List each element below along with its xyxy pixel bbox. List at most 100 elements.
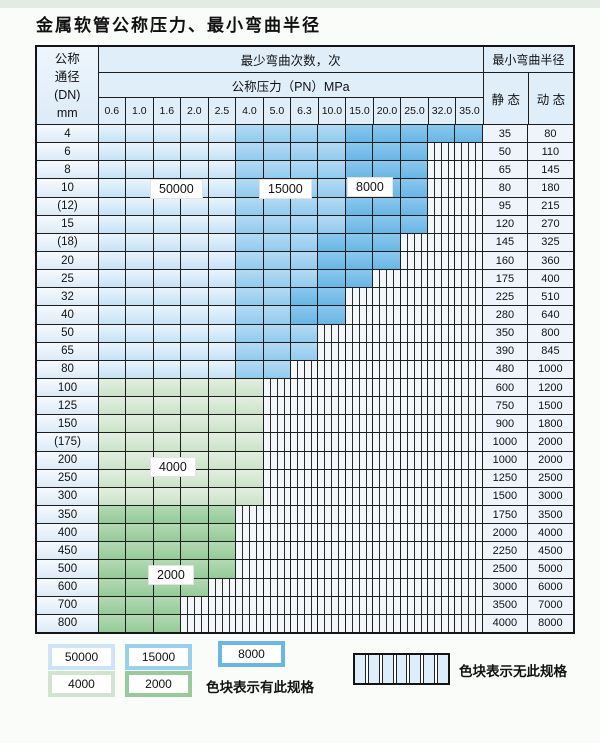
- no-spec-cell: [455, 524, 483, 542]
- spec-cell-15000: [263, 342, 291, 360]
- spec-cell-2000: [126, 578, 154, 596]
- dynamic-cell: 3000: [527, 487, 573, 505]
- no-spec-cell: [263, 542, 291, 560]
- spec-cell-15000: [263, 306, 291, 324]
- spec-cell-8000: [345, 270, 374, 288]
- spec-cell-15000: [290, 161, 319, 179]
- no-spec-cell: [318, 596, 346, 614]
- dynamic-cell: 215: [527, 197, 573, 215]
- spec-cell-15000: [318, 215, 346, 233]
- no-spec-cell: [400, 251, 429, 270]
- static-cell: 4000: [482, 614, 528, 632]
- spec-cell-50000: [99, 324, 127, 342]
- static-cell: 3000: [482, 578, 528, 596]
- spec-cell-50000: [126, 288, 154, 306]
- no-spec-cell: [318, 614, 346, 632]
- no-spec-cell: [263, 397, 291, 415]
- no-spec-cell: [373, 288, 401, 306]
- spec-cell-50000: [153, 288, 182, 306]
- no-spec-cell: [400, 505, 429, 524]
- spec-cell-15000: [236, 161, 264, 179]
- spec-cell-8000: [400, 143, 429, 161]
- no-spec-cell: [290, 469, 319, 487]
- legend-swatch-50000: 50000: [48, 644, 115, 670]
- no-spec-cell: [428, 433, 456, 451]
- spec-cell-15000: [318, 143, 346, 161]
- no-spec-cell: [428, 197, 456, 215]
- no-spec-cell: [455, 433, 483, 451]
- no-spec-cell: [400, 433, 429, 451]
- spec-cell-4000: [208, 487, 237, 505]
- table-row: 200 1000 2000: [37, 450, 573, 469]
- spec-cell-2000: [208, 542, 237, 560]
- spec-cell-15000: [263, 288, 291, 306]
- no-spec-cell: [373, 578, 401, 596]
- spec-cell-4000: [126, 487, 154, 505]
- spec-cell-8000: [318, 288, 346, 306]
- pressure-tick: 5.0: [264, 98, 292, 124]
- no-spec-cell: [428, 288, 456, 306]
- spec-cell-8000: [400, 179, 429, 197]
- spec-cell-50000: [208, 270, 237, 288]
- spec-cell-2000: [126, 505, 154, 524]
- table-body: 4 35 80 6 50 110 8 65 145 10 80 180 (12) 95 215 15 120 27…: [37, 124, 573, 632]
- no-spec-cell: [455, 197, 483, 215]
- pressure-header: 公称压力（PN）MPa: [98, 73, 483, 98]
- spec-cell-4000: [236, 378, 264, 397]
- table-header: 公称 通径 (DN) mm 最少弯曲次数，次 公称压力（PN）MPa 0.6 1.…: [37, 47, 573, 124]
- table-row: 50 350 800: [37, 323, 573, 342]
- table-row: 700 3500 7000: [37, 595, 573, 614]
- spec-cell-50000: [153, 143, 182, 161]
- spec-cell-8000: [373, 215, 401, 233]
- no-spec-cell: [373, 360, 401, 378]
- table-row: 40 280 640: [37, 305, 573, 324]
- no-spec-cell: [400, 614, 429, 632]
- table-row: 350 1750 3500: [37, 504, 573, 524]
- spec-cell-4000: [153, 397, 182, 415]
- region-label-2000: 2000: [148, 565, 194, 585]
- spec-cell-50000: [208, 179, 237, 197]
- spec-cell-8000: [400, 161, 429, 179]
- no-spec-cell: [236, 614, 264, 632]
- dn-cell: 500: [37, 560, 99, 578]
- no-spec-cell: [345, 524, 374, 542]
- spec-cell-15000: [263, 270, 291, 288]
- static-cell: 2500: [482, 560, 528, 578]
- no-spec-cell: [318, 469, 346, 487]
- no-spec-cell: [263, 505, 291, 524]
- spec-cell-15000: [318, 161, 346, 179]
- spec-cell-15000: [290, 342, 319, 360]
- static-dynamic-headers: 静 态 动 态: [484, 73, 573, 124]
- spec-cell-4000: [208, 433, 237, 451]
- no-spec-cell: [318, 378, 346, 397]
- no-spec-cell: [455, 233, 483, 251]
- dynamic-cell: 1800: [527, 415, 573, 433]
- no-spec-cell: [455, 505, 483, 524]
- no-spec-cell: [400, 360, 429, 378]
- no-spec-cell: [428, 397, 456, 415]
- spec-cell-50000: [208, 125, 237, 143]
- dynamic-cell: 6000: [527, 578, 573, 596]
- static-cell: 225: [482, 288, 528, 306]
- spec-cell-4000: [99, 415, 127, 433]
- no-spec-cell: [400, 451, 429, 469]
- no-spec-cell: [400, 342, 429, 360]
- no-spec-cell: [428, 614, 456, 632]
- no-spec-cell: [428, 360, 456, 378]
- spec-cell-50000: [208, 143, 237, 161]
- dynamic-cell: 640: [527, 306, 573, 324]
- spec-cell-50000: [126, 125, 154, 143]
- table-row: 500 2500 5000: [37, 559, 573, 578]
- dynamic-cell: 360: [527, 251, 573, 270]
- spec-cell-4000: [153, 415, 182, 433]
- legend-swatch-label: 8000: [222, 645, 281, 663]
- no-spec-note: 色块表示无此规格: [459, 664, 567, 679]
- spec-cell-50000: [126, 360, 154, 378]
- no-spec-cell: [400, 596, 429, 614]
- dynamic-cell: 1200: [527, 378, 573, 397]
- spec-cell-50000: [99, 143, 127, 161]
- spec-cell-2000: [153, 614, 182, 632]
- static-cell: 175: [482, 270, 528, 288]
- pressure-tick: 1.0: [126, 98, 154, 124]
